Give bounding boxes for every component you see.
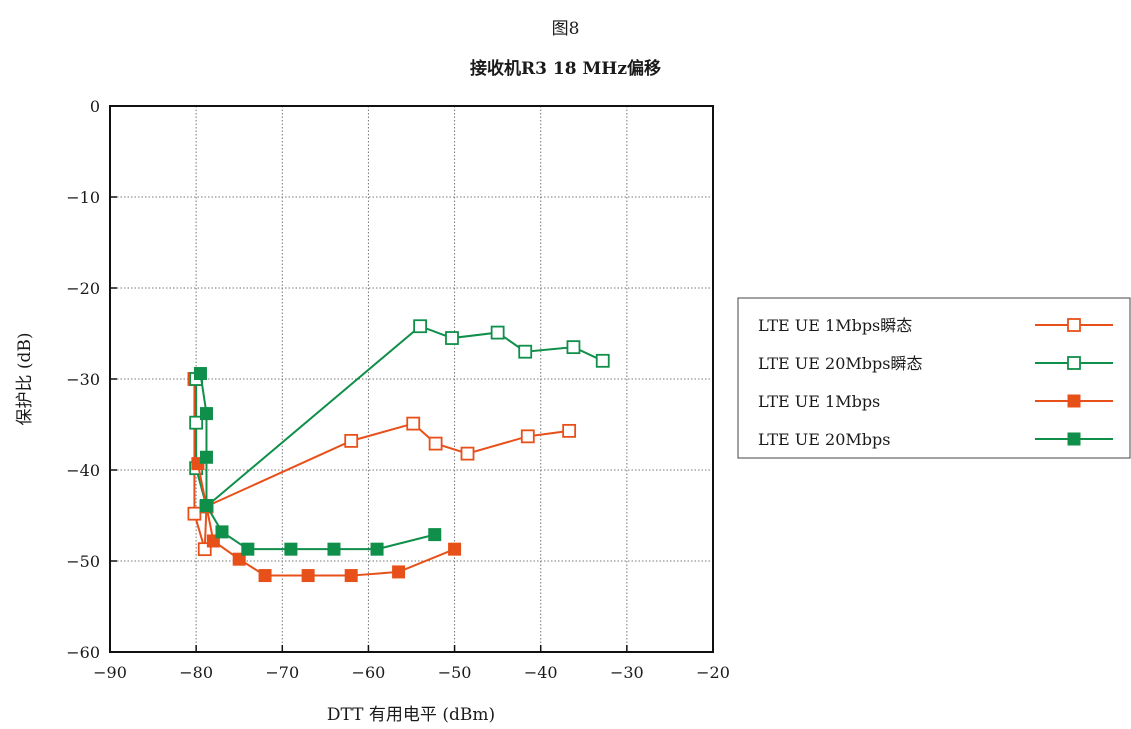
data-point — [344, 433, 359, 448]
data-point — [562, 423, 577, 438]
x-tick-label: −30 — [610, 663, 644, 682]
y-tick-label: −50 — [66, 552, 100, 571]
legend-marker — [1067, 432, 1081, 446]
series-4 — [193, 367, 442, 556]
data-point — [490, 325, 505, 340]
axis-ticks: −90 −80 −70 −60 −50 −40 −30 −20 0 −10 −20 −30 −40 −50… — [66, 97, 730, 682]
grid-lines — [110, 106, 713, 652]
data-point — [370, 542, 384, 556]
data-point — [193, 367, 207, 381]
data-point — [428, 436, 443, 451]
x-tick-label: −50 — [438, 663, 472, 682]
data-point — [392, 565, 406, 579]
y-tick-label: −10 — [66, 188, 100, 207]
data-point — [445, 331, 459, 345]
data-point — [241, 542, 255, 556]
y-tick-label: −40 — [66, 461, 100, 480]
data-point — [284, 542, 298, 556]
figure-label: 图8 — [551, 19, 580, 39]
legend-label: LTE UE 20Mbps瞬态 — [758, 354, 922, 373]
series-2 — [189, 319, 610, 514]
y-tick-label: 0 — [90, 97, 100, 116]
legend-label: LTE UE 1Mbps瞬态 — [758, 316, 912, 335]
series-line — [193, 379, 570, 550]
data-point — [215, 525, 229, 539]
data-point — [327, 542, 341, 556]
data-point — [595, 353, 610, 368]
data-point — [344, 569, 358, 583]
x-tick-label: −40 — [524, 663, 558, 682]
data-point — [189, 415, 204, 430]
y-axis-title: 保护比 (dB) — [15, 332, 35, 425]
x-tick-label: −20 — [696, 663, 730, 682]
series-1 — [187, 372, 577, 557]
legend-label: LTE UE 1Mbps — [758, 392, 880, 411]
data-point — [199, 450, 213, 464]
series-3 — [191, 457, 462, 583]
data-point — [199, 407, 213, 421]
data-point — [518, 344, 533, 359]
data-point — [258, 569, 272, 583]
data-point — [187, 506, 202, 521]
x-tick-label: −90 — [93, 663, 127, 682]
legend: LTE UE 1Mbps瞬态 LTE UE 20Mbps瞬态 LTE UE 1Mbp… — [737, 297, 1131, 459]
data-point — [301, 569, 315, 583]
legend-marker — [1067, 394, 1081, 408]
y-tick-label: −20 — [66, 279, 100, 298]
x-tick-label: −80 — [179, 663, 213, 682]
legend-label: LTE UE 20Mbps — [758, 430, 890, 449]
series-line — [195, 325, 604, 509]
data-point — [428, 528, 442, 542]
y-tick-label: −60 — [66, 643, 100, 662]
data-point — [232, 552, 246, 566]
data-point — [406, 416, 421, 431]
data-point — [413, 319, 428, 334]
data-point — [566, 340, 581, 355]
data-point — [460, 446, 475, 461]
data-point — [520, 429, 535, 444]
x-axis-title: DTT 有用电平 (dBm) — [327, 705, 495, 725]
data-point — [448, 542, 462, 556]
x-tick-label: −70 — [265, 663, 299, 682]
chart-title: 接收机R3 18 MHz偏移 — [470, 59, 661, 79]
data-point — [199, 498, 213, 512]
x-tick-label: −60 — [352, 663, 386, 682]
series-layer — [187, 319, 610, 583]
series-line — [199, 373, 436, 551]
legend-marker — [1067, 318, 1081, 332]
y-tick-label: −30 — [66, 370, 100, 389]
legend-marker — [1067, 356, 1081, 370]
